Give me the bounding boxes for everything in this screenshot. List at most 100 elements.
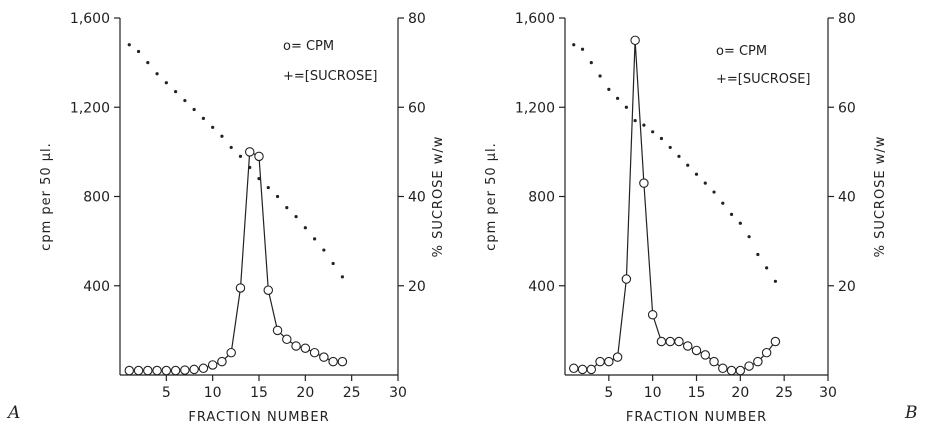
x-tick-label: 5 [604, 385, 613, 401]
x-tick-label: 30 [389, 385, 407, 401]
sucrose-data-point [572, 43, 576, 47]
legend-cpm: o= CPM [716, 44, 767, 59]
left-y-tick-label: 1,600 [70, 11, 110, 27]
cpm-data-point [235, 283, 246, 293]
cpm-data-point [152, 365, 162, 376]
right-y-tick-label: 80 [408, 11, 426, 27]
right-y-tick-label: 20 [838, 279, 856, 295]
cpm-data-point [300, 343, 311, 353]
sucrose-data-point [294, 214, 298, 219]
sucrose-data-point [340, 275, 344, 279]
panel-letter: A [6, 403, 20, 423]
cpm-data-point [143, 365, 153, 376]
cpm-data-point [647, 310, 658, 320]
sucrose-data-point [127, 43, 131, 47]
x-tick-label: 15 [688, 385, 706, 401]
sucrose-data-point [642, 123, 646, 127]
left-y-tick-label: 1,200 [515, 100, 555, 116]
sucrose-data-point [266, 185, 270, 190]
cpm-data-point [691, 345, 702, 356]
sucrose-data-point [686, 163, 690, 167]
cpm-data-point [319, 352, 329, 362]
right-y-tick-label: 20 [408, 279, 426, 295]
sucrose-data-point [155, 72, 159, 76]
cpm-data-point [569, 363, 579, 374]
sucrose-data-point [192, 107, 196, 112]
cpm-data-point [337, 356, 348, 367]
cpm-data-point [161, 365, 172, 376]
cpm-data-point [630, 35, 640, 46]
cpm-data-point [726, 365, 737, 376]
cpm-data-point [709, 356, 719, 367]
sucrose-data-point [598, 74, 602, 78]
sucrose-data-point [659, 136, 664, 141]
sucrose-data-point [607, 87, 611, 91]
cpm-data-point [595, 356, 605, 367]
right-y-tick-label: 60 [408, 100, 426, 116]
sucrose-data-point [589, 61, 593, 65]
cpm-data-point [753, 356, 763, 367]
cpm-data-point [604, 356, 614, 367]
x-tick-label: 10 [204, 385, 222, 401]
sucrose-data-point [285, 206, 289, 210]
x-tick-label: 25 [775, 385, 793, 401]
cpm-data-point [272, 325, 283, 336]
cpm-data-point [577, 364, 588, 375]
legend-sucrose: +=[SUCROSE] [716, 72, 811, 87]
sucrose-data-point [703, 181, 707, 185]
left-y-tick-label: 1,200 [70, 100, 110, 116]
sucrose-data-point [183, 98, 187, 103]
sucrose-data-point [765, 266, 769, 270]
x-tick-label: 10 [644, 385, 662, 401]
cpm-data-point [639, 178, 649, 188]
sucrose-data-point [651, 130, 655, 134]
sucrose-data-point [756, 252, 760, 257]
cpm-data-point [735, 365, 746, 376]
x-tick-label: 20 [296, 385, 314, 401]
cpm-data-point [244, 147, 255, 157]
x-axis-label: FRACTION NUMBER [626, 410, 767, 425]
left-y-tick-label: 1,600 [515, 11, 555, 27]
cpm-data-point [198, 363, 209, 374]
cpm-data-point [124, 365, 135, 376]
sucrose-data-point [275, 194, 280, 199]
cpm-data-point [180, 365, 190, 375]
cpm-data-point [682, 341, 693, 351]
sucrose-data-point [146, 61, 150, 65]
cpm-data-point [718, 363, 728, 374]
left-y-tick-label: 400 [528, 279, 555, 295]
sucrose-data-point [668, 145, 672, 150]
cpm-data-point [282, 334, 292, 345]
cpm-data-point [744, 361, 754, 371]
sucrose-data-point [633, 119, 637, 123]
legend-sucrose: +=[SUCROSE] [283, 69, 378, 84]
x-tick-label: 20 [731, 385, 749, 401]
sucrose-data-point [580, 47, 585, 51]
cpm-data-point [170, 365, 181, 376]
sucrose-data-point [624, 105, 628, 109]
panel-a: 5 10 15 20 25 30 400 800 1,200 1,600 20 40 60 80 FRACT… [6, 11, 446, 425]
sucrose-data-point [694, 172, 699, 176]
left-y-tick-label: 400 [83, 279, 110, 295]
cpm-series-line [129, 150, 343, 372]
cpm-data-point [189, 364, 199, 375]
x-tick-label: 25 [343, 385, 361, 401]
x-tick-label: 5 [162, 385, 171, 401]
cpm-series-line [573, 40, 776, 372]
sucrose-data-point [331, 261, 335, 266]
cpm-data-point [770, 336, 781, 347]
right-y-axis-label: % SUCROSE w/w [873, 136, 888, 258]
sucrose-data-point [747, 235, 751, 239]
cpm-data-point [207, 360, 218, 370]
right-y-tick-label: 40 [838, 190, 856, 206]
sucrose-data-point [729, 212, 734, 216]
cpm-data-point [621, 274, 632, 284]
cpm-data-point [586, 364, 597, 375]
sucrose-data-point [229, 145, 233, 150]
sucrose-data-point [712, 190, 716, 194]
cpm-data-point [309, 347, 320, 358]
sucrose-data-point [322, 248, 326, 252]
legend-cpm: o= CPM [283, 39, 334, 54]
left-y-tick-label: 800 [83, 190, 110, 206]
